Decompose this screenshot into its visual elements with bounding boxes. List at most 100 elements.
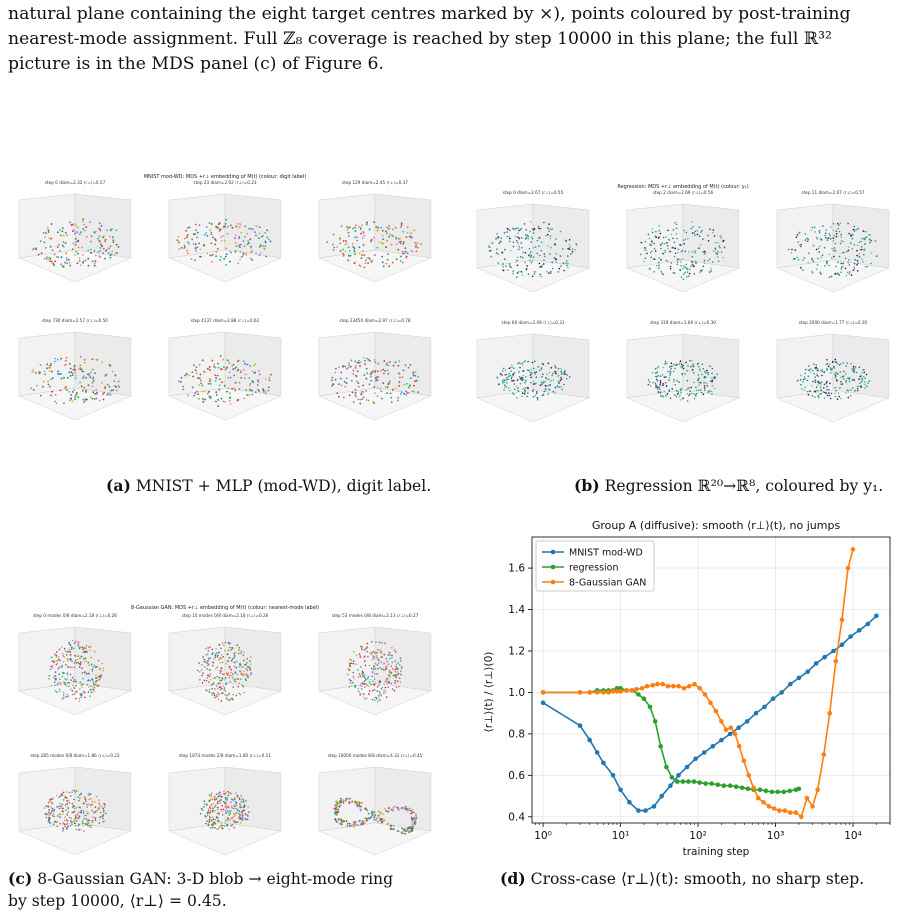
scatter-point [225, 805, 227, 807]
scatter-point [71, 374, 74, 376]
scatter-point [250, 257, 252, 260]
scatter-point [540, 241, 543, 244]
scatter-point [506, 235, 509, 238]
scatter-point [90, 797, 92, 800]
scatter-point [86, 806, 88, 808]
scatter-point [224, 694, 226, 696]
scatter-point [88, 794, 90, 796]
scatter-point [73, 693, 76, 695]
scatter-point [701, 373, 703, 376]
scatter-point [549, 253, 551, 255]
scatter-point [70, 654, 72, 656]
scatter-point [109, 229, 112, 232]
scatter-point [203, 658, 206, 661]
scatter-3d-plot [776, 333, 890, 423]
scatter-point [98, 255, 101, 258]
scatter-point [374, 683, 376, 685]
scatter-point [508, 235, 510, 238]
scatter-point [828, 394, 831, 397]
scatter-point [220, 700, 223, 702]
scatter-point [371, 675, 373, 678]
scatter-point [543, 390, 546, 393]
scatter-point [354, 261, 356, 264]
scatter-point [675, 227, 678, 230]
scatter-point [712, 250, 715, 252]
scatter-point [817, 384, 819, 386]
scatter-point [74, 398, 77, 401]
scatter-point [218, 827, 220, 829]
scatter-point [75, 684, 77, 687]
scatter-point [828, 363, 831, 366]
scatter-point [198, 377, 201, 380]
scatter-point [554, 386, 557, 389]
scatter-point [388, 680, 390, 683]
scatter-3d-plot [18, 331, 132, 421]
scatter-point [349, 664, 351, 666]
scatter-point [229, 698, 231, 701]
scatter-point [395, 686, 397, 688]
scatter-point [334, 378, 337, 381]
scatter-point [219, 689, 222, 691]
data-point [627, 800, 632, 805]
scatter-point [531, 275, 534, 278]
scatter-point [219, 355, 222, 357]
scatter-point [397, 248, 400, 251]
scatter-point [838, 255, 841, 258]
scatter-point [814, 379, 817, 381]
scatter-point [860, 380, 863, 383]
scatter-point [353, 677, 355, 680]
scatter-point [78, 646, 81, 648]
scatter-point [82, 370, 85, 373]
scatter-point [114, 374, 117, 376]
scatter-point [247, 666, 250, 668]
scatter-point [679, 258, 681, 261]
scatter-point [523, 393, 526, 395]
scatter-point [242, 254, 245, 256]
scatter-point [691, 251, 694, 253]
scatter-point [391, 661, 394, 664]
scatter-point [530, 376, 532, 379]
scatter-point [385, 246, 387, 249]
scatter-point [334, 818, 337, 821]
scatter-point [95, 230, 97, 233]
scatter-point [48, 677, 50, 680]
scatter-point [651, 228, 653, 230]
scatter-point [401, 261, 404, 264]
scatter-point [229, 251, 232, 253]
scatter-point [649, 385, 652, 387]
scatter-point [702, 265, 704, 268]
scatter-point [549, 235, 552, 237]
scatter-point [377, 667, 379, 670]
scatter-point [66, 682, 69, 684]
scatter-point [496, 376, 498, 378]
scatter-point [67, 666, 70, 668]
scatter-point [84, 671, 86, 673]
scatter-point [402, 242, 405, 245]
scatter-point [558, 267, 561, 270]
scatter-point [78, 257, 81, 260]
scatter-point [868, 380, 871, 382]
data-point [745, 786, 751, 792]
scatter-point [227, 820, 229, 822]
scatter-point [675, 364, 677, 367]
scatter-point [67, 825, 69, 827]
scatter-point [203, 679, 206, 682]
data-point [796, 675, 802, 681]
scatter-point [237, 222, 240, 225]
scatter-point [659, 232, 662, 235]
scatter-point [829, 372, 832, 374]
scatter-point [814, 381, 817, 384]
scatter-point [358, 820, 361, 823]
scatter-point [75, 375, 78, 377]
scatter-point [561, 388, 564, 391]
scatter-point [827, 365, 830, 368]
scatter-point [664, 363, 666, 365]
scatter-point [361, 224, 363, 227]
scatter-point [64, 795, 66, 797]
scatter-point [680, 365, 682, 368]
scatter-point [194, 233, 197, 235]
scatter-point [848, 232, 850, 235]
scatter-point [535, 390, 538, 393]
scatter-point [841, 383, 844, 385]
scatter-point [241, 684, 244, 687]
